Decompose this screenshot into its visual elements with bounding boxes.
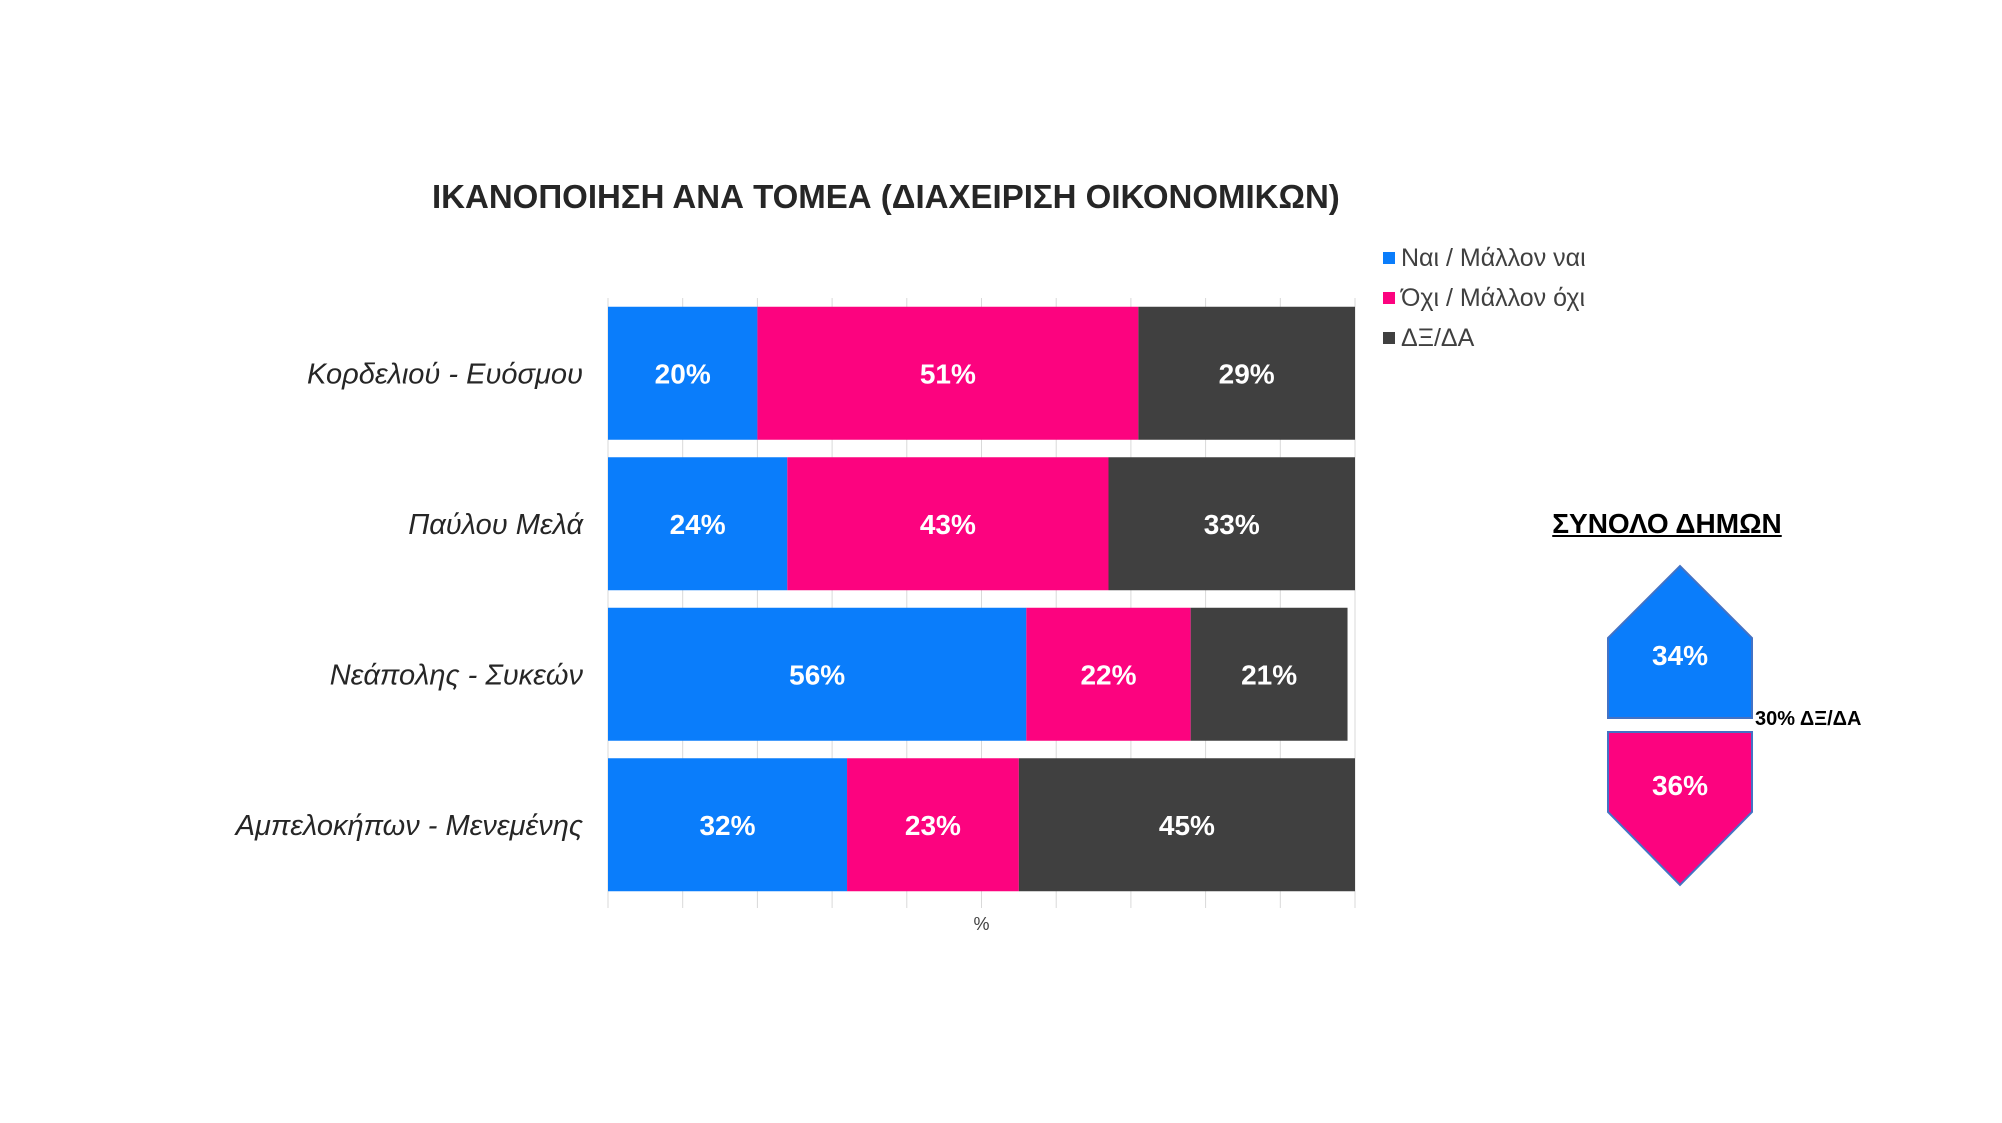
summary-yes-label: 34% [1652,640,1708,671]
summary-no-label: 36% [1652,770,1708,801]
data-label: 51% [920,358,976,389]
summary-no-arrow [1607,731,1753,887]
bar-segment [757,306,1139,440]
bar-segment [1190,607,1348,741]
legend-label-no: Όχι / Μάλλον όχι [1401,283,1586,312]
bar-segment [608,607,1027,741]
bar-segment [1108,457,1355,591]
x-axis-label: % [973,914,989,934]
data-label: 45% [1159,810,1215,841]
summary-yes-arrow [1607,564,1753,719]
legend-item-dk: ΔΞ/ΔΑ [1383,318,1586,358]
labels-layer: % Κορδελιού - Ευόσμου 20% 51% 29% Παύλου Μελά… [234,358,1298,934]
legend-swatch-no [1383,292,1395,304]
bar-segment [608,457,788,591]
bar-segment [1026,607,1191,741]
summary-layer: 34% 36% [1607,564,1753,887]
bar-segment [1018,758,1355,892]
data-label: 20% [655,358,711,389]
data-label: 56% [789,659,845,690]
legend-label-dk: ΔΞ/ΔΑ [1401,323,1475,352]
summary-title: ΣΥΝΟΛΟ ΔΗΜΩΝ [1552,508,1782,539]
category-label: Παύλου Μελά [408,509,584,541]
bars-layer [608,306,1355,892]
category-label: Νεάπολης - Συκεών [330,659,584,691]
bar-segment [608,758,848,892]
summary-dk-note: 30% ΔΞ/ΔΑ [1755,708,1862,730]
data-label: 43% [920,509,976,540]
chart-title: ΙΚΑΝΟΠΟΙΗΣΗ ΑΝΑ ΤΟΜΕΑ (ΔΙΑΧΕΙΡΙΣΗ ΟΙΚΟΝΟ… [432,178,1340,215]
data-label: 33% [1204,509,1260,540]
legend: Ναι / Μάλλον ναι Όχι / Μάλλον όχι ΔΞ/ΔΑ [1383,238,1586,358]
legend-swatch-dk [1383,332,1395,344]
legend-swatch-yes [1383,252,1395,264]
legend-label-yes: Ναι / Μάλλον ναι [1401,243,1586,272]
data-label: 23% [905,810,961,841]
bar-segment [847,758,1019,892]
legend-item-no: Όχι / Μάλλον όχι [1383,278,1586,318]
data-label: 24% [670,509,726,540]
legend-item-yes: Ναι / Μάλλον ναι [1383,238,1586,278]
category-label: Αμπελοκήπων - Μενεμένης [234,810,584,842]
bar-segment [608,306,758,440]
data-label: 22% [1080,659,1136,690]
bar-segment [787,457,1109,591]
category-label: Κορδελιού - Ευόσμου [307,358,583,390]
data-label: 29% [1219,358,1275,389]
bar-segment [1138,306,1355,440]
data-label: 32% [699,810,755,841]
data-label: 21% [1241,659,1297,690]
